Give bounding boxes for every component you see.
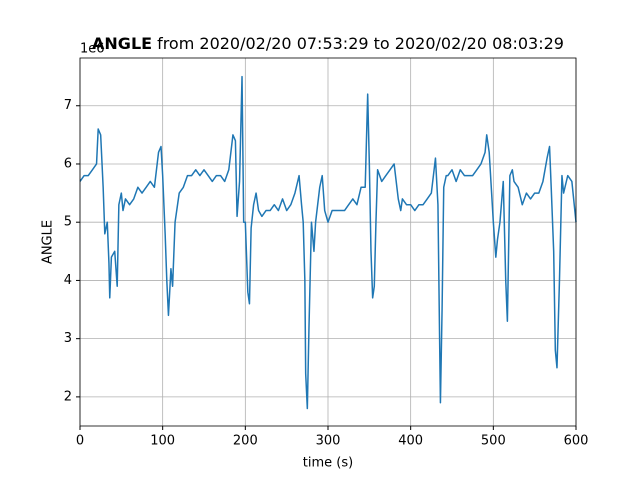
- title-bold: ANGLE: [92, 34, 152, 53]
- y-tick-label: 7: [64, 98, 72, 113]
- y-tick-label: 4: [64, 273, 72, 288]
- x-tick-label: 500: [481, 434, 506, 449]
- y-tick-label: 2: [64, 389, 72, 404]
- x-axis-label: time (s): [303, 456, 353, 471]
- y-tick-label: 6: [64, 156, 72, 171]
- title-rest: from 2020/02/20 07:53:29 to 2020/02/20 0…: [157, 34, 564, 53]
- data-line: [79, 75, 577, 410]
- chart-title: ANGLE from 2020/02/20 07:53:29 to 2020/02…: [92, 34, 564, 53]
- x-tick-label: 600: [564, 434, 589, 449]
- y-tick-label: 3: [64, 331, 72, 346]
- x-tick-label: 100: [150, 434, 175, 449]
- y-tick-label: 5: [64, 215, 72, 230]
- y-axis-label: ANGLE: [41, 220, 56, 264]
- x-tick-label: 200: [233, 434, 258, 449]
- x-tick-label: 400: [398, 434, 423, 449]
- plot-frame: [79, 57, 577, 427]
- y-offset-label: 1e6: [80, 42, 105, 57]
- x-tick-label: 300: [316, 434, 341, 449]
- x-tick-label: 0: [76, 434, 84, 449]
